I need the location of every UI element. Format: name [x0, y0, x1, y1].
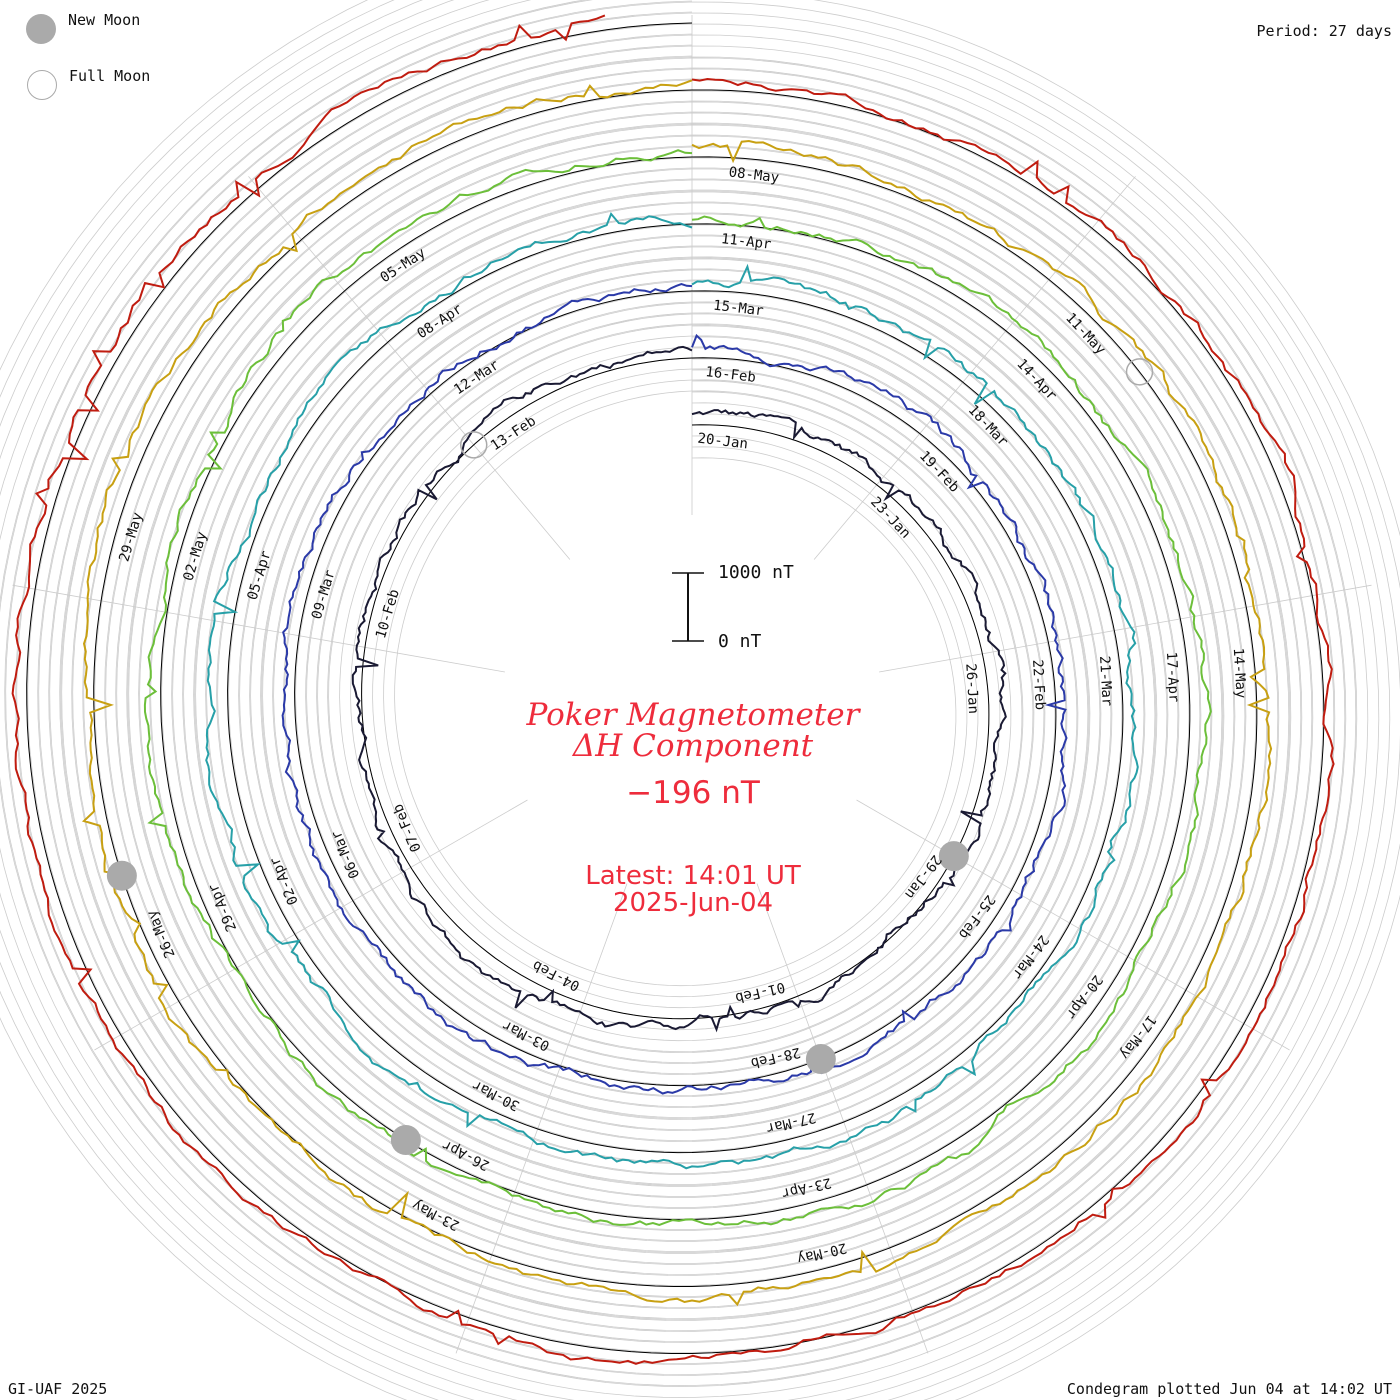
series-line [11, 14, 1335, 1365]
new-moon-label: New Moon [68, 11, 141, 29]
grid-spoke [12, 584, 505, 673]
new-moon-marker [390, 1125, 421, 1156]
new-moon-marker [805, 1044, 836, 1075]
credit-label: GI-UAF 2025 [8, 1380, 108, 1398]
day-label: 26-Jan [962, 663, 981, 714]
grid-spoke [94, 799, 528, 1051]
day-label: 13-Feb [488, 413, 539, 454]
latest-time: Latest: 14:01 UT [585, 861, 801, 891]
grid-spoke [813, 176, 1136, 560]
day-label: 23-Apr [780, 1174, 833, 1201]
series-line [81, 79, 1273, 1307]
scale-bottom-label: 0 nT [718, 631, 762, 652]
full-moon-marker [459, 431, 488, 459]
day-label: 01-Feb [734, 978, 787, 1005]
day-label: 05-May [378, 245, 429, 286]
moon-markers [106, 358, 1154, 1156]
day-label: 08-May [728, 164, 780, 186]
grid-spoke [879, 584, 1372, 673]
day-label: 14-May [1230, 647, 1249, 698]
grid-spokes [12, 15, 1372, 1354]
day-label: 18-Mar [965, 402, 1011, 450]
chart-title: Poker Magnetometer [526, 697, 860, 733]
day-label: 17-May [1116, 1012, 1159, 1062]
plotted-label: Condegram plotted Jun 04 at 14:02 UT [1066, 1380, 1392, 1398]
legend-full-moon: Full Moon [27, 67, 151, 100]
data-series [11, 14, 1335, 1365]
latest-date: 2025-Jun-04 [612, 888, 774, 918]
current-value: −196 nT [626, 775, 760, 811]
new-moon-marker [938, 841, 969, 872]
legend-new-moon: New Moon [26, 11, 141, 44]
new-moon-marker [106, 860, 137, 891]
day-label: 20-Apr [1062, 972, 1105, 1022]
reference-line [26, 22, 1325, 1354]
series-line [351, 345, 1007, 1033]
day-label: 22-Feb [1029, 659, 1048, 710]
period-label: Period: 27 days [1256, 22, 1392, 40]
chart-subtitle: ΔH Component [572, 728, 814, 764]
scale-top-label: 1000 nT [718, 562, 794, 583]
day-label: 19-Feb [916, 448, 962, 496]
grid-spoke [756, 883, 929, 1354]
day-label: 27-Mar [764, 1109, 817, 1136]
day-label: 11-Apr [720, 231, 772, 253]
day-label: 08-Apr [414, 301, 465, 342]
day-label: 28-Feb [749, 1044, 802, 1071]
new-moon-icon [26, 14, 56, 44]
day-label: 04-Feb [530, 957, 582, 994]
reference-spiral [26, 22, 1325, 1354]
grid-spoke [248, 176, 571, 560]
day-label: 14-Apr [1013, 356, 1059, 404]
day-label: 20-May [795, 1239, 848, 1266]
day-label: 16-Feb [705, 364, 757, 386]
day-label: 10-Feb [373, 587, 403, 640]
day-label: 21-Mar [1096, 655, 1115, 706]
grid-spoke [856, 799, 1290, 1051]
full-moon-marker [1125, 358, 1154, 386]
series-line [281, 282, 1068, 1095]
series-line [205, 211, 1139, 1170]
day-label: 17-Apr [1163, 651, 1182, 702]
day-label: 23-May [410, 1196, 462, 1233]
day-label: 23-Jan [867, 494, 913, 542]
series-line [143, 149, 1212, 1226]
scale-bar [672, 572, 704, 642]
day-label: 15-Mar [712, 298, 764, 320]
full-moon-icon [27, 70, 57, 100]
grid-spoke [455, 883, 628, 1354]
full-moon-label: Full Moon [69, 67, 151, 85]
day-label: 20-Jan [697, 431, 749, 453]
